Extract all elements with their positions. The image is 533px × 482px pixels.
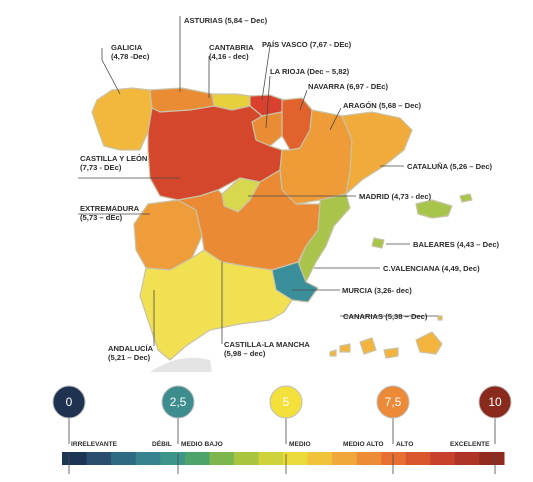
region-cataluna[interactable] [341,111,413,195]
label-navarra: NAVARRA (6,97 - DEc) [308,82,388,91]
canarias-island-3[interactable] [359,337,377,355]
region-baleares[interactable] [415,199,453,219]
scale-segment [184,452,210,465]
label-madrid: MADRID (4,73 - dec) [359,192,432,201]
scale-segment [111,452,137,465]
label-cantabria: CANTABRIA (4,16 - dec) [209,43,254,61]
scale-segment [135,452,161,465]
region-labels: ASTURIAS (5,84 – Dec) GALICIA (4,78 -Dec)… [80,16,500,362]
label-castilla-y-leon: CASTILLA Y LEÓN (7,73 - DEc) [80,154,147,172]
scale-segment [479,452,505,465]
category-medio: MEDIO [289,441,311,448]
label-andalucia: ANDALUCÍA (5,21 – Dec) [108,344,154,362]
region-canarias[interactable] [415,331,443,355]
morocco-coast-shape [150,357,212,372]
svg-text:5: 5 [283,395,290,409]
label-la-rioja: LA RIOJA (Dec – 5,82) [270,67,350,76]
canarias-island-4[interactable] [339,343,351,353]
scale-segment [430,452,456,465]
region-andalucia[interactable] [139,249,293,361]
scale-segment [283,452,309,465]
label-asturias: ASTURIAS (5,84 – Dec) [184,16,268,25]
scale-segment [258,452,284,465]
legend-circles: 0 2,5 5 7,5 10 [52,385,512,444]
label-extremadura: EXTREMADURA (5,73 – dEc) [80,204,140,222]
leader-lines [78,16,438,346]
scale-segment [233,452,259,465]
baleares-menorca-island[interactable] [459,193,473,203]
svg-text:7,5: 7,5 [385,395,402,409]
svg-text:10: 10 [488,395,502,409]
label-castilla-la-mancha: CASTILLA-LA MANCHA (5,98 – dec) [224,340,310,358]
canarias-island-2[interactable] [383,347,399,359]
scale-segment [356,452,382,465]
category-medio-bajo: MEDIO BAJO [181,441,223,448]
label-aragon: ARAGÓN (5,68 – Dec) [343,101,422,110]
region-c-valenciana[interactable] [295,193,351,283]
scale-segment [62,452,88,465]
color-scale-bar [62,452,505,465]
legend-circle-2-5: 2,5 [161,385,195,419]
baleares-ibiza-island[interactable] [371,237,385,249]
legend-circle-0: 0 [52,385,86,419]
legend-categories: IRRELEVANTE DÉBIL MEDIO BAJO MEDIO MEDIO… [71,439,490,448]
category-debil: DÉBIL [152,439,172,448]
svg-text:2,5: 2,5 [170,395,187,409]
label-baleares: BALEARES (4,43 – Dec) [413,240,500,249]
scale-segment [209,452,235,465]
legend-circle-10: 10 [478,385,512,419]
scale-segment [454,452,480,465]
svg-text:0: 0 [66,395,73,409]
scale-segment [160,452,186,465]
label-galicia: GALICIA (4,78 -Dec) [111,43,150,61]
category-irrelevante: IRRELEVANTE [71,441,118,448]
category-alto: ALTO [396,441,413,448]
category-medio-alto: MEDIO ALTO [343,441,384,448]
category-excelente: EXCELENTE [450,441,490,448]
label-cataluna: CATALUÑA (5,26 – Dec) [407,162,493,171]
scale-segment [381,452,407,465]
legend-circle-5: 5 [269,385,303,419]
label-c-valenciana: C.VALENCIANA (4,49, Dec) [383,264,480,273]
scale-segment [332,452,358,465]
canarias-island-6[interactable] [437,315,443,321]
region-galicia[interactable] [91,87,153,151]
scale-segment [307,452,333,465]
scale-segment [86,452,112,465]
canarias-island-5[interactable] [329,349,337,357]
label-pais-vasco: PAÍS VASCO (7,67 - DEc) [262,40,352,49]
legend-circle-7-5: 7,5 [376,385,410,419]
label-murcia: MURCIA (3,26- dec) [342,286,412,295]
scale-segment [405,452,431,465]
label-canarias: CANARIAS (5,38 – Dec) [343,312,428,321]
